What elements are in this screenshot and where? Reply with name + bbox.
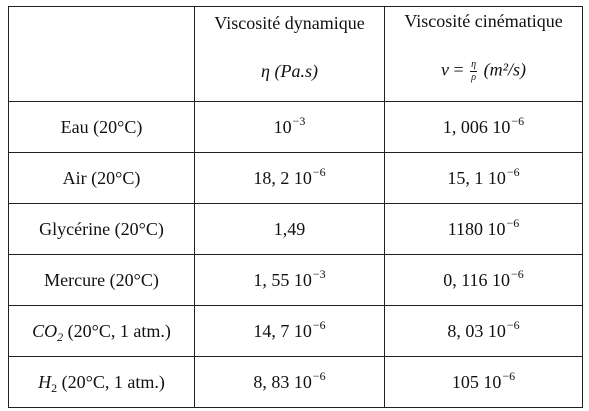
dynamic-value-cell: 1,49 — [194, 203, 385, 255]
substance-cell: Eau (20°C) — [8, 101, 195, 153]
table-row: Mercure (20°C) 1, 55 10−3 0, 116 10−6 — [8, 254, 583, 306]
table-row: H2 (20°C, 1 atm.) 8, 83 10−6 105 10−6 — [8, 356, 583, 408]
dynamic-mantissa: 8, 83 10 — [253, 372, 312, 392]
kinematic-value-cell: 105 10−6 — [384, 356, 583, 408]
kinematic-exponent: −6 — [511, 267, 524, 281]
kinematic-mantissa: 105 10 — [451, 372, 502, 392]
nu-symbol: ν — [440, 59, 449, 80]
dynamic-value-cell: 8, 83 10−6 — [194, 356, 385, 408]
fraction-numerator: η — [470, 58, 478, 72]
dynamic-exponent: −6 — [312, 369, 326, 383]
chemical-formula: CO — [32, 321, 58, 341]
dynamic-mantissa: 14, 7 10 — [253, 321, 312, 341]
dynamic-value-cell: 14, 7 10−6 — [194, 305, 385, 357]
kinematic-exponent: −6 — [511, 114, 525, 128]
table-row: Air (20°C) 18, 2 10−6 15, 1 10−6 — [8, 152, 583, 204]
dynamic-exponent: −3 — [312, 267, 326, 281]
m2-s-unit: (m²/s) — [483, 59, 526, 80]
kinematic-value-cell: 8, 03 10−6 — [384, 305, 583, 357]
table-row: CO2 (20°C, 1 atm.) 14, 7 10−6 8, 03 10−6 — [8, 305, 583, 357]
table-row: Eau (20°C) 10−3 1, 006 10−6 — [8, 101, 583, 153]
substance-conditions: (20°C, 1 atm.) — [57, 372, 165, 392]
table-header-row: Viscosité dynamique η (Pa.s) Viscosité c… — [8, 6, 583, 102]
substance-cell: Air (20°C) — [8, 152, 195, 204]
kinematic-viscosity-title: Viscosité cinématique — [404, 10, 563, 31]
kinematic-exponent: −6 — [506, 216, 520, 230]
kinematic-value-cell: 0, 116 10−6 — [384, 254, 583, 306]
substance-cell: CO2 (20°C, 1 atm.) — [8, 305, 195, 357]
dynamic-value-cell: 1, 55 10−3 — [194, 254, 385, 306]
equals-sign: = — [453, 59, 464, 80]
kinematic-exponent: −6 — [506, 318, 520, 332]
substance-cell: Glycérine (20°C) — [8, 203, 195, 255]
viscosity-table: Viscosité dynamique η (Pa.s) Viscosité c… — [8, 6, 583, 408]
dynamic-viscosity-unit: η (Pa.s) — [195, 62, 384, 80]
table-row: Glycérine (20°C) 1,49 1180 10−6 — [8, 203, 583, 255]
header-kinematic-viscosity: Viscosité cinématique ν = η ρ (m²/s) — [384, 6, 583, 102]
dynamic-exponent: −6 — [312, 318, 326, 332]
dynamic-mantissa: 18, 2 10 — [253, 168, 312, 188]
substance-cell: H2 (20°C, 1 atm.) — [8, 356, 195, 408]
dynamic-value-cell: 18, 2 10−6 — [194, 152, 385, 204]
dynamic-mantissa: 1, 55 10 — [253, 270, 312, 290]
header-dynamic-viscosity: Viscosité dynamique η (Pa.s) — [194, 6, 385, 102]
kinematic-value-cell: 1, 006 10−6 — [384, 101, 583, 153]
kinematic-exponent: −6 — [506, 165, 520, 179]
dynamic-viscosity-title: Viscosité dynamique — [214, 13, 365, 33]
dynamic-value-cell: 10−3 — [194, 101, 385, 153]
kinematic-value-cell: 1180 10−6 — [384, 203, 583, 255]
fraction-denominator: ρ — [471, 71, 477, 83]
header-empty-cell — [8, 6, 195, 102]
pa-s-unit: (Pa.s) — [274, 61, 318, 81]
dynamic-mantissa: 10 — [273, 117, 292, 137]
chemical-subscript: 2 — [51, 381, 58, 395]
kinematic-mantissa: 0, 116 10 — [443, 270, 511, 290]
dynamic-mantissa: 1,49 — [273, 219, 306, 239]
kinematic-mantissa: 1, 006 10 — [442, 117, 511, 137]
chemical-subscript: 2 — [57, 330, 64, 344]
dynamic-exponent: −3 — [292, 114, 306, 128]
kinematic-mantissa: 1180 10 — [447, 219, 506, 239]
substance-cell: Mercure (20°C) — [8, 254, 195, 306]
kinematic-viscosity-unit: ν = η ρ (m²/s) — [385, 58, 582, 83]
kinematic-mantissa: 8, 03 10 — [447, 321, 506, 341]
kinematic-value-cell: 15, 1 10−6 — [384, 152, 583, 204]
substance-conditions: (20°C, 1 atm.) — [63, 321, 171, 341]
eta-symbol: η — [261, 61, 270, 81]
eta-over-rho-fraction: η ρ — [470, 58, 478, 83]
dynamic-exponent: −6 — [312, 165, 326, 179]
kinematic-exponent: −6 — [502, 369, 516, 383]
chemical-formula: H — [38, 372, 52, 392]
kinematic-mantissa: 15, 1 10 — [447, 168, 506, 188]
